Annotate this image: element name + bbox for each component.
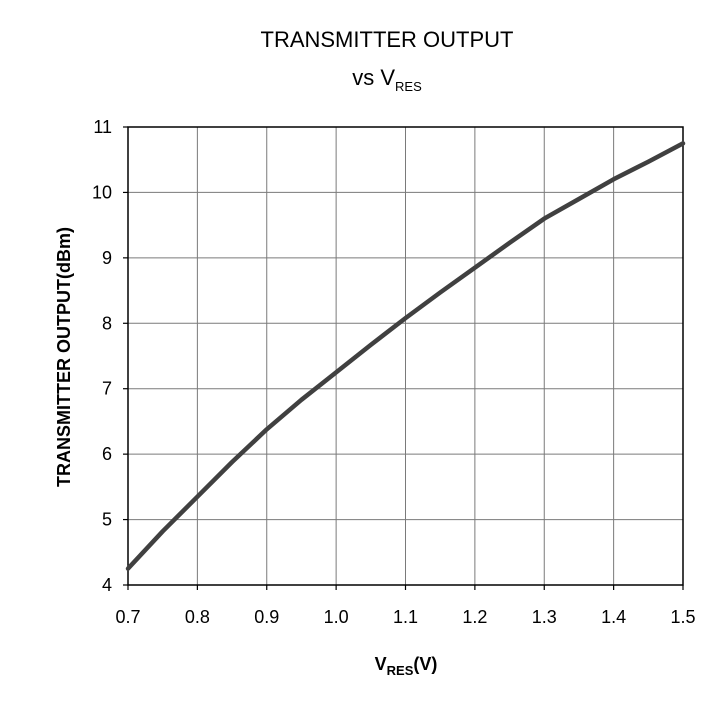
x-tick-label: 1.0 [324, 607, 349, 627]
y-tick-label: 6 [102, 444, 112, 464]
x-tick-label: 0.7 [115, 607, 140, 627]
grid-lines [128, 127, 683, 585]
x-axis-label-unit: (V) [413, 654, 437, 674]
y-tick-label: 8 [102, 313, 112, 333]
y-tick-label: 7 [102, 379, 112, 399]
x-axis-label-main: V [375, 654, 387, 674]
x-axis-label: VRES(V) [375, 654, 438, 678]
x-tick-label: 1.3 [532, 607, 557, 627]
chart-title-line2: vs VRES [352, 65, 422, 94]
y-tick-label: 4 [102, 575, 112, 595]
x-axis-ticks: 0.7 0.8 0.9 1.0 1.1 1.2 1.3 1.4 1.5 [115, 585, 696, 627]
chart-title-line2-subscript: RES [395, 79, 422, 94]
y-axis-label: TRANSMITTER OUTPUT(dBm) [54, 227, 74, 487]
x-tick-label: 1.1 [393, 607, 418, 627]
chart-title-line2-main: vs V [352, 65, 395, 90]
x-tick-label: 1.4 [601, 607, 626, 627]
chart-title-line1: TRANSMITTER OUTPUT [261, 27, 514, 52]
y-tick-label: 9 [102, 248, 112, 268]
x-tick-label: 0.9 [254, 607, 279, 627]
y-axis-ticks: 4 5 6 7 8 9 10 11 [92, 117, 128, 595]
series-group [125, 141, 686, 571]
y-tick-label: 10 [92, 182, 112, 202]
x-tick-label: 0.8 [185, 607, 210, 627]
y-tick-label: 11 [93, 117, 112, 137]
x-tick-label: 1.2 [462, 607, 487, 627]
x-axis-label-subscript: RES [387, 663, 414, 678]
x-tick-label: 1.5 [670, 607, 695, 627]
series-line [125, 141, 686, 571]
y-tick-label: 5 [102, 510, 112, 530]
